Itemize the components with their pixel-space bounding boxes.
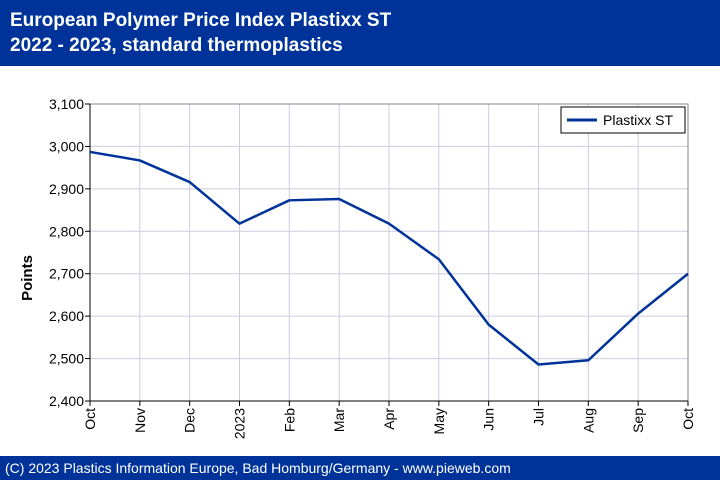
x-tick-label: Oct (680, 408, 696, 430)
x-tick-label: Feb (281, 408, 297, 432)
x-tick-label: Apr (381, 408, 397, 430)
x-tick-label: Aug (580, 408, 596, 433)
y-tick-label: 2,900 (49, 181, 84, 197)
x-tick-label: Mar (331, 408, 347, 432)
line-chart: 2,400 2,500 2,600 2,700 2,800 2,900 3,000 3,100… (19, 96, 696, 439)
chart-title: European Polymer Price Index Plastixx ST (10, 10, 392, 31)
y-axis: 2,400 2,500 2,600 2,700 2,800 2,900 3,000 3,100 (49, 96, 91, 409)
legend-label: Plastixx ST (603, 112, 673, 128)
legend: Plastixx ST (560, 106, 686, 134)
copyright-text: (C) 2023 Plastics Information Europe, Ba… (5, 460, 511, 476)
y-axis-label: Points (19, 255, 36, 301)
x-tick-label: Jun (481, 408, 497, 431)
x-tick-label: Dec (182, 408, 198, 433)
chart-subtitle: 2022 - 2023, standard thermoplastics (10, 35, 343, 56)
chart-header: European Polymer Price Index Plastixx ST… (0, 0, 720, 66)
grid-lines (89, 103, 689, 402)
x-tick-label: Jul (531, 408, 547, 426)
y-tick-label: 3,000 (49, 138, 84, 154)
x-tick-label: Nov (132, 408, 148, 433)
x-tick-label: 2023 (232, 408, 248, 439)
y-tick-label: 3,100 (49, 96, 84, 112)
y-tick-label: 2,400 (49, 393, 84, 409)
y-tick-label: 2,600 (49, 308, 84, 324)
y-tick-label: 2,800 (49, 223, 84, 239)
series-group (89, 150, 689, 366)
x-tick-label: Sep (630, 408, 646, 433)
x-axis: Oct Nov Dec 2023 Feb Mar Apr May Jun Jul Aug Sep Oct (82, 400, 696, 439)
x-tick-label: Oct (82, 408, 98, 430)
y-tick-label: 2,700 (49, 266, 84, 282)
series-line-plastixx-st (89, 150, 689, 366)
x-tick-label: May (431, 408, 447, 434)
footer: (C) 2023 Plastics Information Europe, Ba… (0, 456, 720, 480)
y-tick-label: 2,500 (49, 351, 84, 367)
